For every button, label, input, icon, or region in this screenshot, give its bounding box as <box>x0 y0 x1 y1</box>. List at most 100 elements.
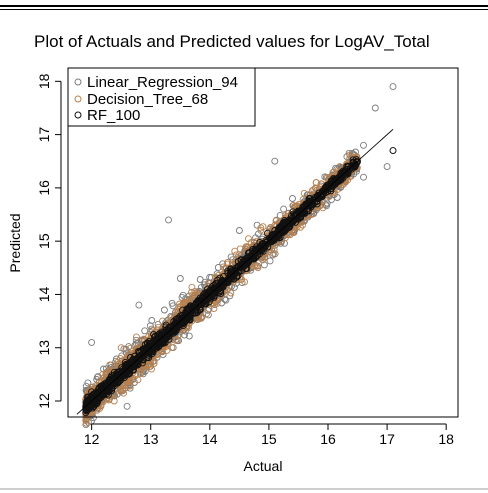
x-tick-label: 15 <box>261 431 277 447</box>
data-point <box>270 250 277 257</box>
data-point <box>317 192 325 200</box>
data-point <box>314 193 321 201</box>
y-tick-label: 16 <box>36 180 52 196</box>
data-point <box>389 83 397 91</box>
data-point <box>214 264 222 271</box>
data-point <box>114 358 122 366</box>
data-point <box>189 291 197 299</box>
data-point <box>185 304 193 312</box>
data-point <box>283 223 291 231</box>
data-point <box>88 402 96 410</box>
data-point <box>235 227 243 234</box>
plot-box <box>67 67 459 418</box>
data-point <box>214 285 222 293</box>
data-point <box>148 365 155 373</box>
legend-marker <box>74 95 82 103</box>
data-point <box>298 209 306 217</box>
data-point <box>159 337 167 345</box>
data-point <box>257 226 265 234</box>
data-point <box>224 259 231 266</box>
x-tick-label: 14 <box>202 431 218 447</box>
data-point <box>252 262 260 270</box>
data-point <box>148 327 156 335</box>
data-point <box>191 287 199 295</box>
data-point <box>304 200 312 208</box>
data-point <box>204 311 212 319</box>
data-point <box>84 393 91 401</box>
data-point <box>121 371 129 379</box>
data-point <box>121 358 129 366</box>
data-point <box>360 173 367 181</box>
top-border-rule <box>0 5 488 7</box>
legend-label: RF_100 <box>87 107 140 124</box>
data-point <box>123 402 131 410</box>
data-point <box>125 370 132 378</box>
data-point <box>98 382 106 390</box>
data-point <box>185 332 193 340</box>
data-point <box>241 278 249 286</box>
legend-label: Decision_Tree_68 <box>87 91 208 108</box>
data-point <box>120 367 128 375</box>
data-point <box>124 382 132 390</box>
legend: Linear_Regression_94 Decision_Tree_68 RF… <box>67 67 256 127</box>
data-point <box>315 194 323 202</box>
data-point <box>254 230 262 238</box>
data-point <box>137 367 145 374</box>
data-point <box>197 283 205 291</box>
data-point <box>324 184 332 192</box>
data-point <box>371 104 379 112</box>
data-point <box>117 344 125 352</box>
data-point <box>260 261 268 269</box>
data-point <box>99 370 107 378</box>
data-point <box>228 272 236 280</box>
data-point <box>150 333 158 341</box>
data-point <box>141 327 149 335</box>
data-point <box>226 292 234 300</box>
data-point <box>346 151 354 159</box>
y-tick-label: 15 <box>36 233 52 249</box>
data-point <box>287 212 295 220</box>
data-point <box>128 359 136 367</box>
data-point <box>134 376 142 384</box>
data-point <box>105 396 113 404</box>
data-point <box>136 351 144 359</box>
x-axis: 12 13 14 15 16 17 18 <box>84 423 454 447</box>
data-point <box>245 249 253 257</box>
data-point <box>145 363 153 371</box>
data-point <box>280 205 288 213</box>
data-point <box>312 179 320 187</box>
data-point <box>206 291 214 298</box>
data-point <box>203 310 210 318</box>
data-point <box>196 276 204 283</box>
data-point <box>126 361 134 369</box>
data-point <box>222 296 230 304</box>
data-point <box>182 312 190 320</box>
data-point <box>245 235 252 243</box>
data-point <box>132 333 140 341</box>
data-point <box>256 247 264 255</box>
data-point <box>383 163 391 171</box>
legend-item-linear-regression: Linear_Regression_94 <box>74 74 238 91</box>
y-axis-label: Predicted <box>7 213 23 272</box>
data-point <box>306 202 314 210</box>
data-point <box>169 344 177 352</box>
data-point <box>176 275 184 282</box>
data-point <box>231 247 239 255</box>
bottom-border-rule <box>0 488 488 490</box>
chart-title: Plot of Actuals and Predicted values for… <box>34 32 430 51</box>
data-point <box>242 243 250 251</box>
x-axis-label: Actual <box>244 458 283 474</box>
legend-box <box>67 67 256 127</box>
data-point <box>224 279 232 286</box>
x-tick-label: 18 <box>438 431 454 447</box>
data-point <box>149 348 157 356</box>
data-point <box>88 388 96 396</box>
reference-diagonal-line <box>76 128 394 415</box>
data-point <box>171 336 179 344</box>
data-point <box>139 356 147 364</box>
data-point <box>257 224 265 232</box>
data-point <box>254 264 262 272</box>
data-point <box>264 229 271 237</box>
data-point <box>270 246 278 254</box>
